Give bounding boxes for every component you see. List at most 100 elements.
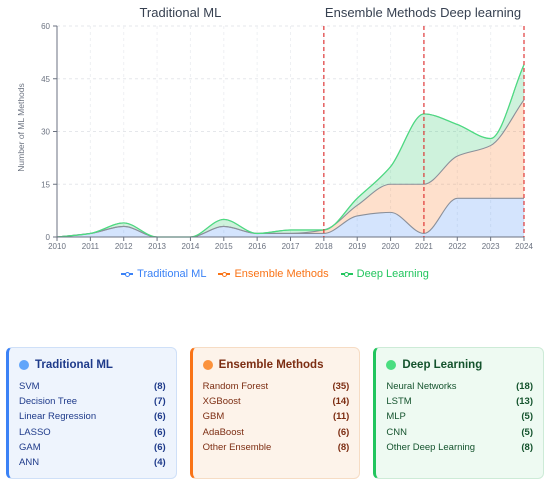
item-name: MLP bbox=[386, 411, 406, 423]
axes: 0 15 30 45 60 2010 2011 2012 2013 2014 2015 2016 201… bbox=[16, 22, 533, 251]
item-name: ANN bbox=[19, 457, 40, 469]
x-tick-label: 2024 bbox=[515, 242, 533, 251]
card-item: LSTM (13) bbox=[386, 394, 533, 409]
item-name: LSTM bbox=[386, 396, 412, 408]
card-item: GAM (6) bbox=[19, 440, 166, 455]
item-count: (6) bbox=[154, 426, 166, 438]
item-name: AdaBoost bbox=[202, 426, 244, 438]
card-traditional-ml: Traditional ML SVM (8) Decision Tree (7) L… bbox=[6, 347, 177, 479]
legend-item-traditional-ml[interactable]: Traditional ML bbox=[121, 268, 206, 280]
item-count: (14) bbox=[332, 396, 350, 408]
legend-swatch-ensemble-methods bbox=[218, 270, 231, 278]
x-tick-label: 2021 bbox=[415, 242, 433, 251]
item-count: (6) bbox=[337, 426, 350, 438]
item-count: (11) bbox=[332, 411, 350, 423]
era-label: Traditional ML bbox=[139, 5, 221, 20]
x-tick-label: 2012 bbox=[115, 242, 133, 251]
x-tick-label: 2013 bbox=[148, 242, 166, 251]
card-item: Random Forest (35) bbox=[203, 379, 350, 394]
stacked-area-chart: 0 15 30 45 60 2010 2011 2012 2013 2014 2015 2016 201… bbox=[16, 5, 533, 251]
card-item: XGBoost (14) bbox=[203, 394, 350, 409]
x-tick-label: 2011 bbox=[82, 242, 100, 251]
x-tick-label: 2022 bbox=[448, 242, 466, 251]
legend-label: Deep Learning bbox=[356, 268, 429, 280]
legend-swatch-deep-learning bbox=[340, 270, 353, 278]
x-tick-label: 2010 bbox=[48, 242, 66, 251]
x-tick-label: 2023 bbox=[482, 242, 500, 251]
card-item: GBM (11) bbox=[203, 409, 350, 424]
item-count: (4) bbox=[154, 457, 166, 469]
item-name: Decision Tree bbox=[19, 396, 78, 408]
card-title-text: Ensemble Methods bbox=[218, 359, 324, 371]
category-cards: Traditional ML SVM (8) Decision Tree (7) L… bbox=[6, 347, 545, 479]
x-tick-label: 2017 bbox=[282, 242, 300, 251]
card-ensemble-methods: Ensemble Methods Random Forest (35) XGBoo… bbox=[189, 347, 361, 479]
x-tick-label: 2020 bbox=[382, 242, 400, 251]
item-count: (8) bbox=[154, 381, 166, 392]
x-tick-label: 2016 bbox=[248, 242, 266, 251]
card-title: Traditional ML bbox=[19, 359, 166, 371]
item-name: GBM bbox=[202, 411, 225, 423]
dot-icon bbox=[386, 360, 397, 370]
item-count: (8) bbox=[337, 441, 350, 453]
item-name: LASSO bbox=[19, 426, 51, 438]
x-tick-label: 2014 bbox=[182, 242, 200, 251]
era-label: Ensemble Methods bbox=[325, 5, 437, 20]
item-count: (13) bbox=[516, 396, 534, 408]
card-title: Ensemble Methods bbox=[202, 359, 350, 371]
y-tick-label: 15 bbox=[41, 180, 50, 189]
line-total bbox=[56, 64, 525, 238]
card-item: AdaBoost (6) bbox=[203, 425, 350, 440]
item-count: (7) bbox=[154, 396, 166, 408]
card-item: Other Ensemble (8) bbox=[203, 440, 350, 455]
x-tick-label: 2015 bbox=[215, 242, 233, 251]
legend-item-deep-learning[interactable]: Deep Learning bbox=[340, 268, 429, 280]
item-count: (6) bbox=[154, 441, 166, 453]
item-name: Other Deep Learning bbox=[386, 441, 476, 453]
legend-item-ensemble-methods[interactable]: Ensemble Methods bbox=[218, 268, 329, 280]
chart-legend: Traditional ML Ensemble Methods Deep Lea… bbox=[0, 268, 550, 280]
item-name: GAM bbox=[19, 441, 41, 453]
card-item: MLP (5) bbox=[386, 409, 533, 424]
card-item: Decision Tree (7) bbox=[19, 394, 166, 409]
card-title-text: Traditional ML bbox=[35, 359, 113, 371]
y-tick-label: 60 bbox=[41, 22, 50, 31]
area-traditional-ml bbox=[57, 198, 524, 237]
card-item: Linear Regression (6) bbox=[19, 409, 166, 424]
item-name: Other Ensemble bbox=[202, 441, 272, 453]
item-count: (18) bbox=[516, 381, 534, 392]
y-tick-label: 0 bbox=[46, 233, 51, 242]
item-count: (35) bbox=[332, 381, 350, 392]
legend-label: Ensemble Methods bbox=[234, 268, 329, 280]
card-item: ANN (4) bbox=[19, 455, 166, 470]
dot-icon bbox=[202, 360, 213, 370]
card-item: LASSO (6) bbox=[19, 425, 166, 440]
item-name: Linear Regression bbox=[19, 411, 97, 423]
card-item: Neural Networks (18) bbox=[386, 379, 533, 394]
areas bbox=[56, 64, 525, 238]
line-ensemble-methods bbox=[56, 99, 525, 238]
card-title: Deep Learning bbox=[386, 359, 533, 371]
item-count: (5) bbox=[521, 426, 534, 438]
dot-icon bbox=[19, 360, 29, 370]
area-ensemble-methods bbox=[57, 99, 524, 237]
item-name: SVM bbox=[19, 381, 40, 392]
legend-label: Traditional ML bbox=[137, 268, 207, 280]
item-name: Random Forest bbox=[202, 381, 269, 392]
y-axis-label: Number of ML Methods bbox=[16, 83, 26, 172]
card-item: SVM (8) bbox=[19, 379, 166, 394]
area-deep-learning bbox=[57, 64, 524, 238]
item-count: (6) bbox=[154, 411, 166, 423]
x-tick-label: 2018 bbox=[315, 242, 333, 251]
item-name: XGBoost bbox=[202, 396, 241, 408]
card-title-text: Deep Learning bbox=[402, 359, 483, 371]
item-count: (5) bbox=[521, 411, 534, 423]
era-label: Deep learning bbox=[440, 5, 521, 20]
y-tick-label: 30 bbox=[41, 128, 50, 137]
card-deep-learning: Deep Learning Neural Networks (18) LSTM (1… bbox=[373, 347, 545, 479]
y-tick-label: 45 bbox=[41, 75, 50, 84]
item-name: CNN bbox=[386, 426, 407, 438]
legend-swatch-traditional-ml bbox=[121, 270, 134, 278]
card-item: CNN (5) bbox=[386, 425, 533, 440]
item-count: (8) bbox=[521, 441, 534, 453]
